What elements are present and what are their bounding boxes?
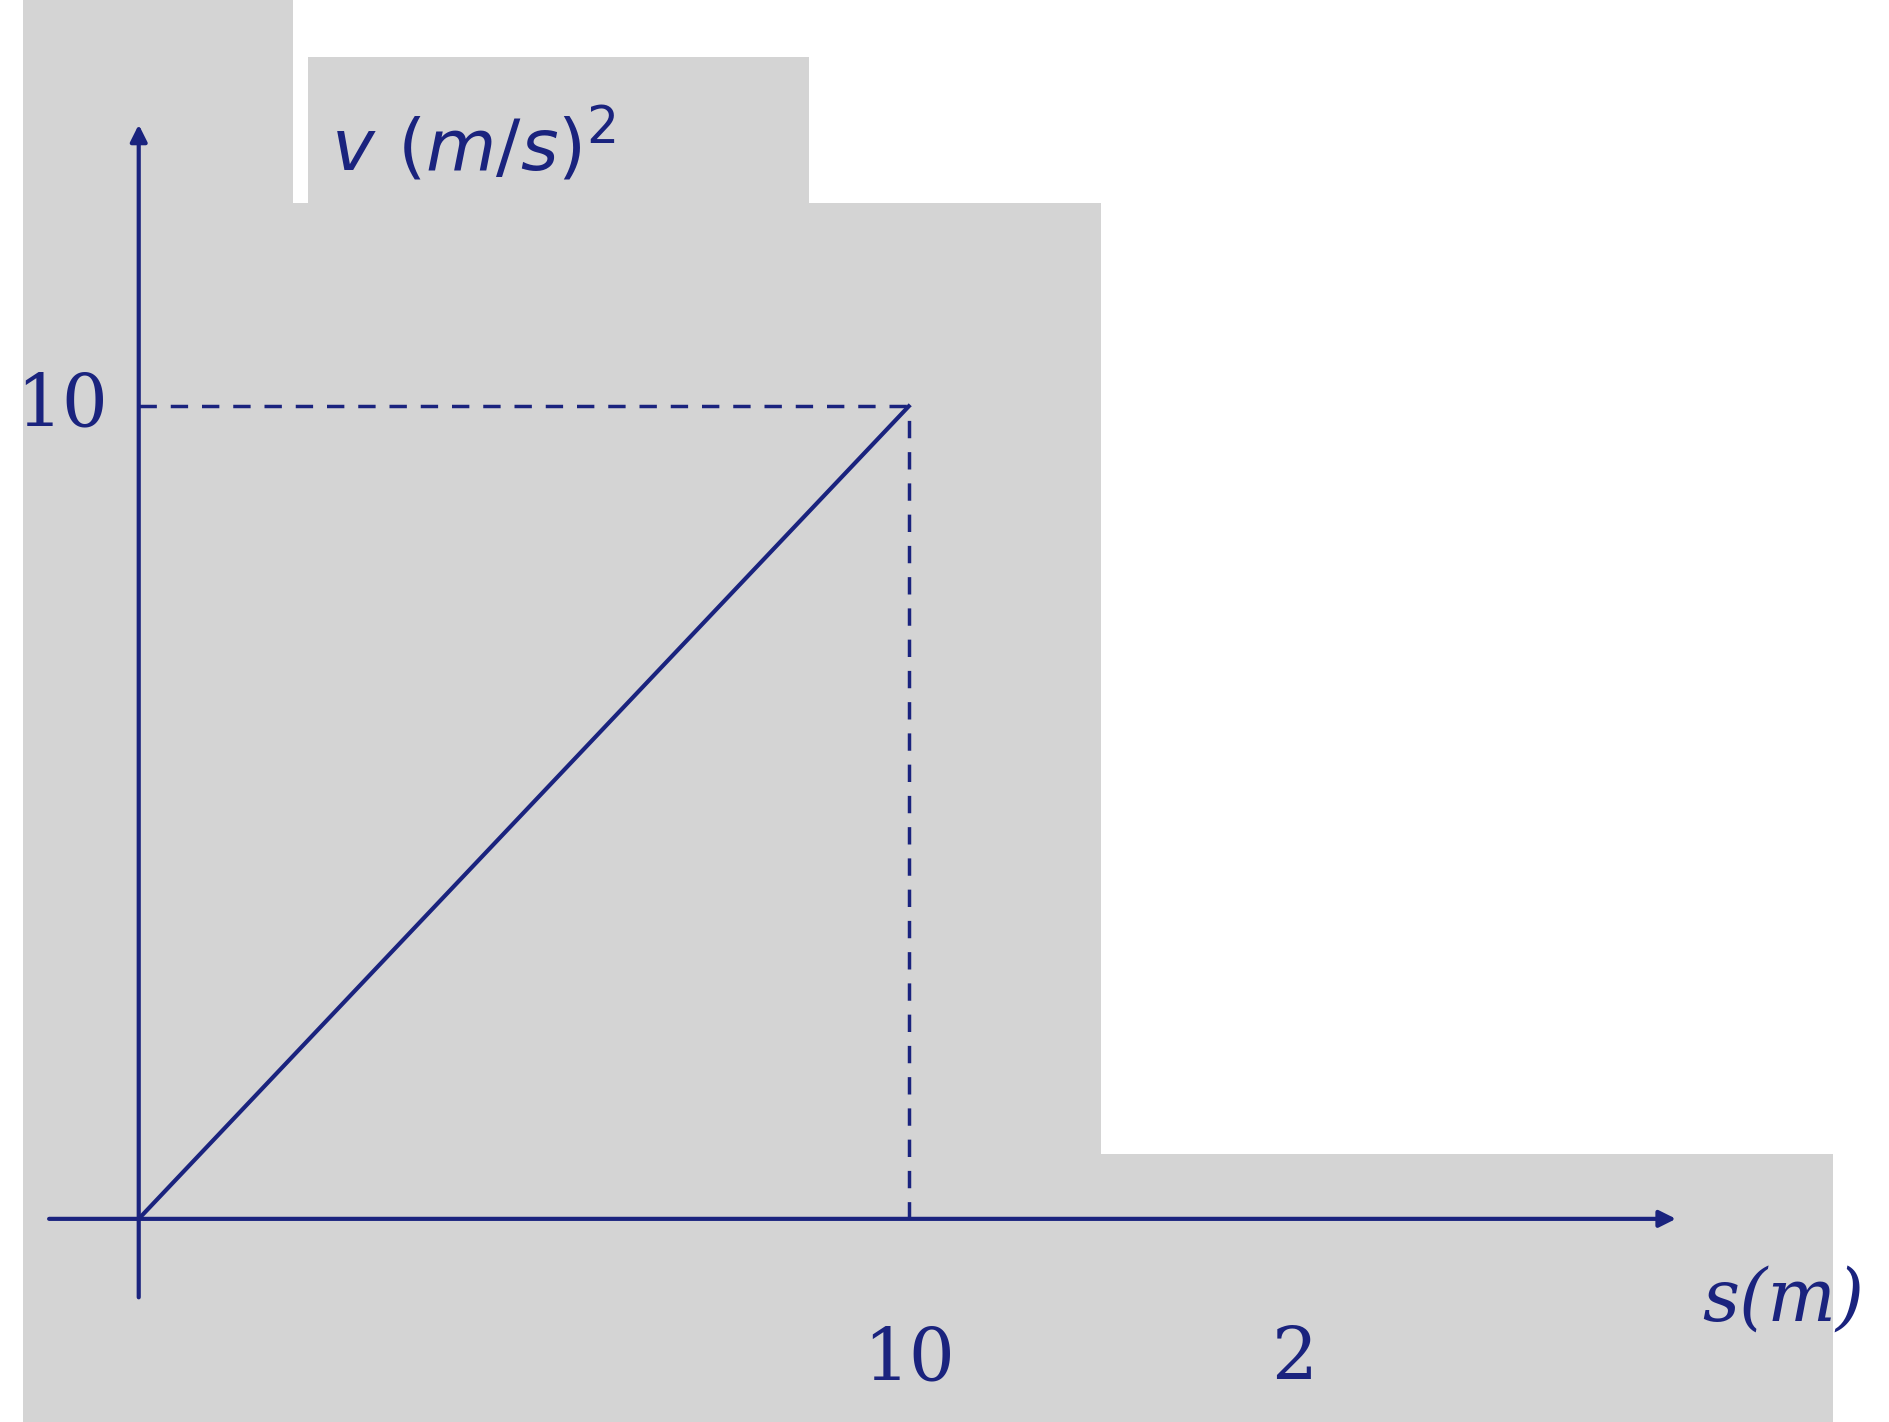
Text: 2: 2	[1271, 1324, 1317, 1395]
Polygon shape	[23, 1153, 1832, 1422]
Polygon shape	[138, 203, 1101, 1422]
Text: $v\ (m/s)^2$: $v\ (m/s)^2$	[331, 107, 616, 186]
Text: 10: 10	[17, 371, 108, 442]
Text: 10: 10	[863, 1324, 954, 1395]
Polygon shape	[23, 0, 293, 1422]
FancyBboxPatch shape	[308, 57, 808, 260]
Text: s(m): s(m)	[1702, 1264, 1864, 1335]
